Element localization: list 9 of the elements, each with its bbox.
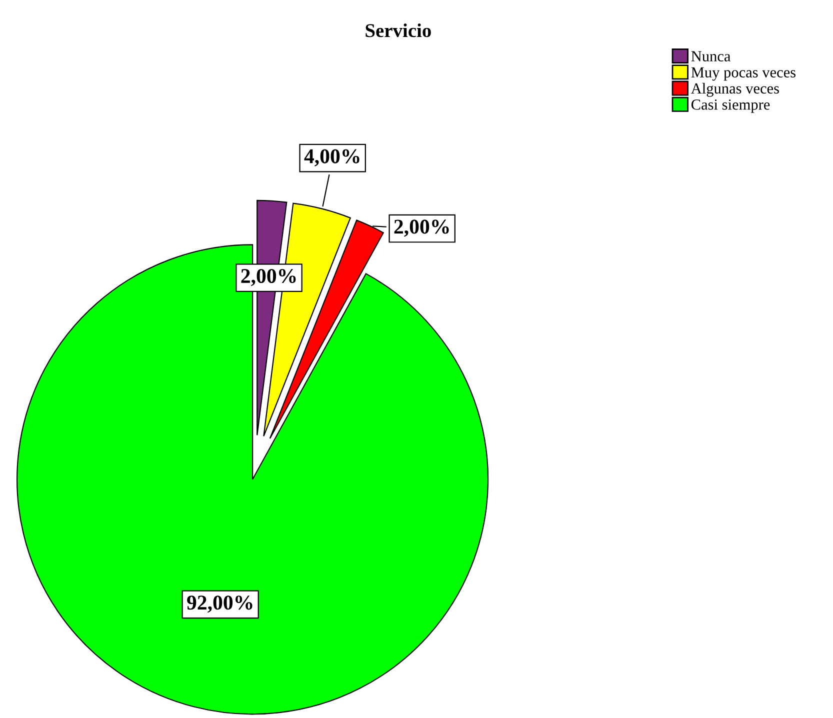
legend-label: Algunas veces xyxy=(690,82,779,97)
data-label: 2,00% xyxy=(241,268,296,286)
legend-label: Casi siempre xyxy=(691,99,770,113)
data-label: 4,00% xyxy=(304,149,360,166)
legend-label: Muy pocas veces xyxy=(691,67,796,81)
legend-label: Nunca xyxy=(691,51,731,62)
data-label: 2,00% xyxy=(394,220,449,237)
chart-title: Servicio xyxy=(366,23,431,38)
data-label: 92,00% xyxy=(187,596,252,613)
